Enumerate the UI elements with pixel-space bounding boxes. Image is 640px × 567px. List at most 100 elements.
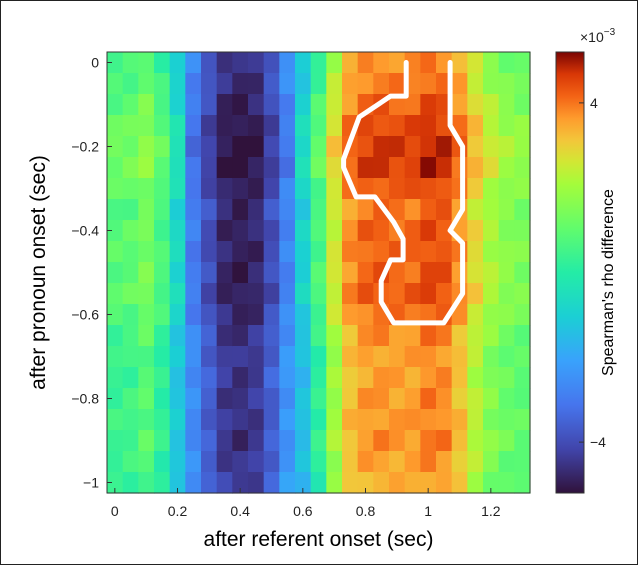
heatmap-cell <box>263 241 280 263</box>
heatmap-cell <box>451 241 468 263</box>
heatmap-cell <box>216 220 233 242</box>
heatmap-cell <box>498 472 515 494</box>
heatmap-cell <box>138 430 155 452</box>
x-tick-label: 0.2 <box>168 503 188 519</box>
heatmap-cell <box>483 94 500 116</box>
heatmap-cell <box>263 388 280 410</box>
heatmap-cell <box>232 388 249 410</box>
heatmap-cell <box>154 472 171 494</box>
heatmap-cell <box>514 136 531 158</box>
heatmap-cell <box>310 262 327 284</box>
heatmap-cell <box>122 451 139 473</box>
heatmap-cell <box>420 325 437 347</box>
heatmap-cell <box>248 136 265 158</box>
heatmap-cell <box>373 346 390 368</box>
heatmap-cell <box>154 178 171 200</box>
colorbar-label: Spearman's rho difference <box>600 189 617 376</box>
heatmap-cell <box>389 367 406 389</box>
colorbar-tick-label: 4 <box>590 95 598 111</box>
heatmap-cell <box>138 451 155 473</box>
heatmap-cell <box>263 304 280 326</box>
heatmap-cell <box>389 136 406 158</box>
heatmap-cell <box>248 472 265 494</box>
heatmap-cell <box>185 178 202 200</box>
heatmap-cell <box>263 346 280 368</box>
heatmap-cell <box>232 157 249 179</box>
heatmap-cell <box>122 262 139 284</box>
heatmap-cell <box>357 430 374 452</box>
heatmap-cell <box>107 388 124 410</box>
heatmap-cell <box>295 304 312 326</box>
heatmap-cell <box>169 52 186 74</box>
heatmap-cell <box>295 115 312 137</box>
heatmap-cell <box>467 388 484 410</box>
heatmap-cell <box>342 283 359 305</box>
heatmap-cell <box>451 409 468 431</box>
heatmap-cell <box>216 94 233 116</box>
heatmap-cell <box>326 367 343 389</box>
heatmap-cell <box>498 367 515 389</box>
heatmap-cell <box>342 409 359 431</box>
heatmap-cell <box>420 73 437 95</box>
heatmap-cell <box>420 283 437 305</box>
heatmap-cell <box>248 262 265 284</box>
heatmap-cell <box>216 325 233 347</box>
heatmap-cell <box>201 325 218 347</box>
heatmap-cell <box>420 94 437 116</box>
heatmap-cell <box>279 325 296 347</box>
x-tick-label: 0.6 <box>293 503 313 519</box>
heatmap-cell <box>122 430 139 452</box>
heatmap-cell <box>514 157 531 179</box>
heatmap-cell <box>154 199 171 221</box>
heatmap-cell <box>122 94 139 116</box>
heatmap-cell <box>373 367 390 389</box>
heatmap-cell <box>169 304 186 326</box>
heatmap-cell <box>232 451 249 473</box>
heatmap-cell <box>263 409 280 431</box>
heatmap-cell <box>326 115 343 137</box>
heatmap-cell <box>248 73 265 95</box>
heatmap-cell <box>263 178 280 200</box>
heatmap-cell <box>404 178 421 200</box>
heatmap-cell <box>404 115 421 137</box>
heatmap-cell <box>373 241 390 263</box>
heatmap-cell <box>185 262 202 284</box>
heatmap-cell <box>169 388 186 410</box>
heatmap-cell <box>467 115 484 137</box>
heatmap-cell <box>138 220 155 242</box>
heatmap-cell <box>232 409 249 431</box>
heatmap-cell <box>514 409 531 431</box>
heatmap-cell <box>169 472 186 494</box>
heatmap-cell <box>185 430 202 452</box>
heatmap-cell <box>216 115 233 137</box>
heatmap-cell <box>326 346 343 368</box>
heatmap-cell <box>467 451 484 473</box>
heatmap-cell <box>483 472 500 494</box>
heatmap-cell <box>389 325 406 347</box>
heatmap-cell <box>389 388 406 410</box>
heatmap-cell <box>122 136 139 158</box>
heatmap-cell <box>122 409 139 431</box>
heatmap-cell <box>216 409 233 431</box>
heatmap-cell <box>201 157 218 179</box>
heatmap-cell <box>295 472 312 494</box>
heatmap-cell <box>310 367 327 389</box>
heatmap-cell <box>436 472 453 494</box>
heatmap-cell <box>232 115 249 137</box>
heatmap-cell <box>373 409 390 431</box>
heatmap-cell <box>185 304 202 326</box>
x-tick-label: 0.4 <box>230 503 250 519</box>
heatmap-cell <box>295 283 312 305</box>
heatmap-cell <box>498 199 515 221</box>
heatmap-cell <box>342 262 359 284</box>
heatmap-cell <box>404 451 421 473</box>
heatmap-cell <box>216 430 233 452</box>
heatmap-cell <box>483 430 500 452</box>
heatmap-cell <box>169 94 186 116</box>
heatmap-cell <box>263 157 280 179</box>
heatmap-cell <box>373 136 390 158</box>
heatmap-cell <box>279 157 296 179</box>
heatmap-cell <box>389 451 406 473</box>
heatmap-cell <box>201 199 218 221</box>
heatmap-cell <box>498 325 515 347</box>
